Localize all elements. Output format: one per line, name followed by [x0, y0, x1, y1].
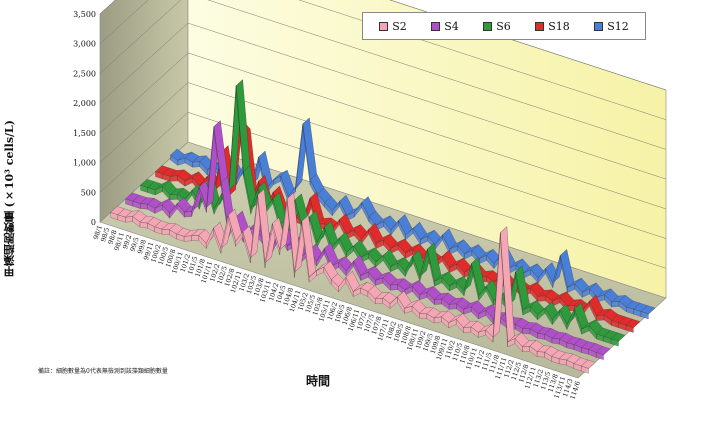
- series-edge: [625, 325, 634, 333]
- footnote: 備註：細胞數量為0代表無檢測到該藻類細胞數量: [38, 368, 168, 375]
- series-s2: [110, 188, 596, 374]
- series-edge: [161, 229, 170, 235]
- series-edge: [640, 311, 649, 320]
- legend-swatch: [594, 21, 604, 31]
- series-edge: [139, 221, 148, 229]
- series-edge: [390, 284, 398, 291]
- series-edge: [183, 235, 192, 242]
- legend-swatch: [379, 21, 389, 31]
- legend-item-s18: S18: [535, 20, 570, 33]
- y-axis-label: 甲藻細胞數量 (×10³ cells/L): [3, 120, 16, 278]
- series-s6: [140, 79, 626, 347]
- series-edge: [375, 298, 383, 304]
- series-edge: [537, 333, 545, 340]
- series-edge: [192, 161, 200, 168]
- y-tick-label: 1,000: [73, 159, 96, 168]
- legend-swatch: [483, 21, 493, 31]
- legend-item-s12: S12: [594, 20, 629, 33]
- series-edge: [184, 211, 192, 218]
- legend-label: S4: [444, 19, 459, 33]
- series-edge: [596, 314, 605, 321]
- series-edge: [537, 295, 546, 302]
- legend-label: S6: [496, 19, 511, 33]
- series-edge: [125, 216, 133, 223]
- series-edge: [419, 313, 427, 319]
- gridline: [99, 0, 667, 120]
- y-tick-label: 2,000: [73, 99, 96, 108]
- series-edge: [169, 175, 178, 182]
- y-tick-label: 500: [81, 188, 96, 197]
- series-edge: [140, 203, 148, 210]
- y-tick-label: 3,000: [73, 40, 96, 49]
- series-edge: [596, 352, 604, 360]
- series-edge: [610, 338, 619, 347]
- series-edge: [611, 301, 620, 308]
- gridline: [99, 112, 667, 269]
- legend-label: S18: [548, 19, 570, 33]
- series-edge: [169, 194, 178, 200]
- y-tick-label: 1,500: [73, 129, 96, 138]
- legend-item-s4: S4: [431, 20, 459, 33]
- legend: S2 S4 S6 S18 S12: [362, 12, 646, 40]
- series-edge: [191, 235, 199, 241]
- legend-item-s2: S2: [379, 20, 407, 33]
- gridline: [99, 82, 667, 239]
- series-edge: [536, 351, 545, 358]
- y-tick-label: 0: [91, 218, 96, 227]
- legend-item-s6: S6: [483, 20, 511, 33]
- series-edge: [448, 303, 457, 310]
- series-edge: [551, 337, 560, 345]
- y-tick-label: 2,500: [73, 69, 96, 78]
- gridline: [99, 22, 667, 180]
- series-edge: [433, 316, 442, 324]
- series-edge: [581, 365, 589, 374]
- y-tick-label: 3,500: [73, 10, 96, 19]
- series-edge: [434, 298, 442, 305]
- legend-swatch: [535, 21, 545, 31]
- gridline: [99, 52, 667, 210]
- x-axis-label: 時間: [306, 374, 331, 388]
- series-edge: [522, 328, 531, 335]
- series-edge: [522, 346, 530, 352]
- legend-label: S2: [392, 19, 407, 33]
- gridline: [99, 0, 667, 150]
- series-edge: [463, 326, 472, 333]
- legend-swatch: [431, 21, 441, 31]
- legend-label: S12: [607, 19, 629, 33]
- series-edge: [558, 358, 567, 366]
